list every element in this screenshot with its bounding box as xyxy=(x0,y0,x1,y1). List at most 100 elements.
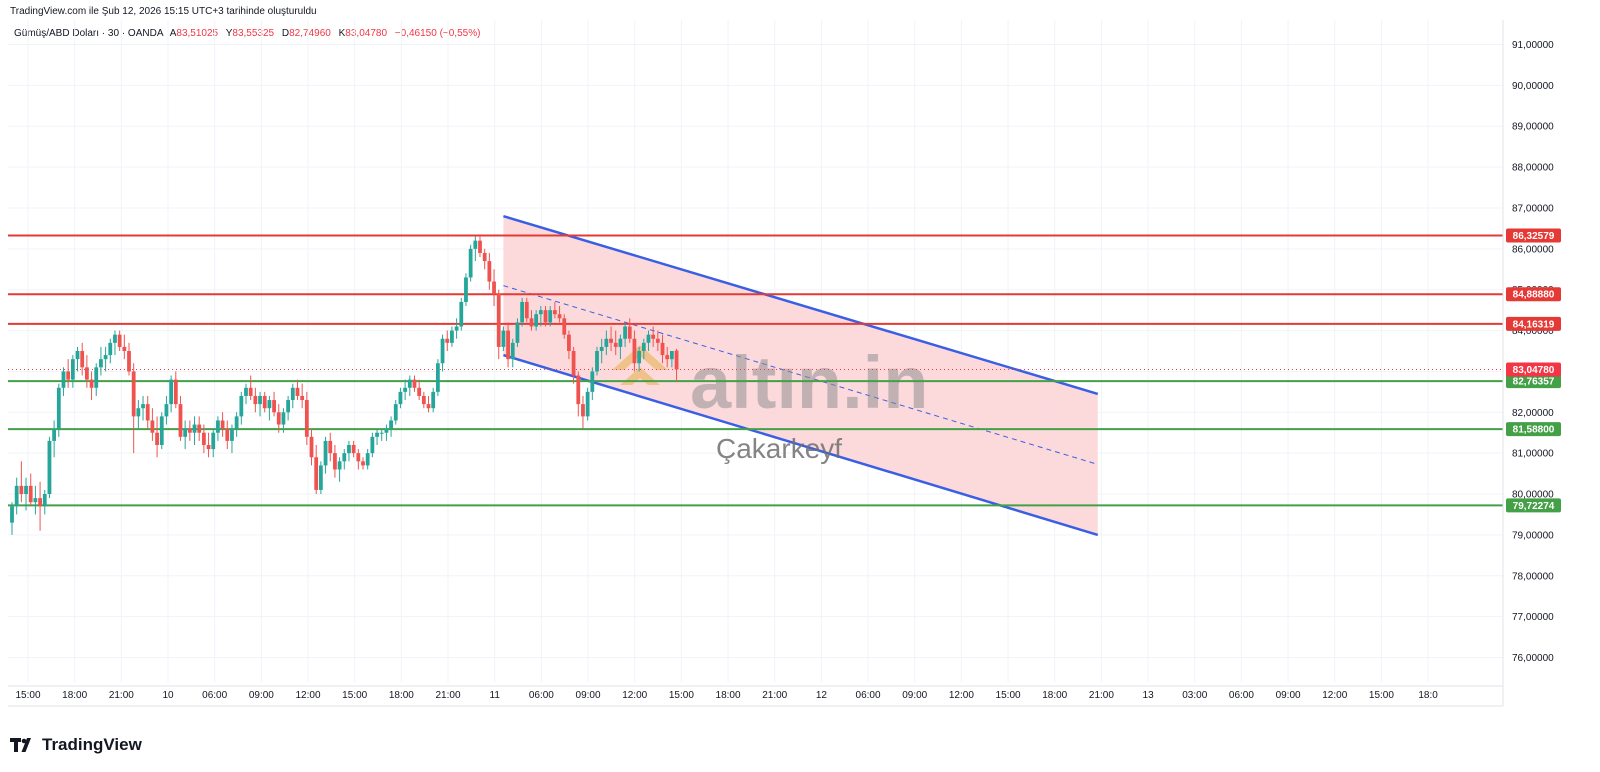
candle xyxy=(557,306,562,323)
candle xyxy=(421,391,426,409)
candle-body xyxy=(211,432,216,450)
candle-body xyxy=(501,330,506,347)
price-tags: 86,32579 84,88880 84,16319 82,76357 81,58800… xyxy=(1506,228,1561,513)
candle xyxy=(113,330,117,356)
candle-body xyxy=(347,444,351,454)
candle-body xyxy=(314,457,319,490)
candle-body xyxy=(117,334,122,347)
candle xyxy=(66,359,71,388)
y-tick-label: 91,00000 xyxy=(1512,40,1554,51)
x-tick-label: 21:00 xyxy=(1089,690,1114,701)
candle xyxy=(258,391,262,417)
candle-body xyxy=(155,432,159,445)
candle xyxy=(150,408,155,441)
candle xyxy=(496,289,501,360)
candle-body xyxy=(61,371,66,388)
candle xyxy=(192,416,197,445)
candle-body xyxy=(393,404,398,421)
candle-body xyxy=(230,428,234,441)
resistance-tag-label: 86,32579 xyxy=(1513,231,1555,242)
candle xyxy=(487,252,492,290)
candle xyxy=(534,310,539,331)
candle xyxy=(501,326,506,351)
candle-body xyxy=(328,440,333,454)
candle xyxy=(581,395,585,429)
candle xyxy=(309,428,314,466)
current-price-tag-label: 83,04780 xyxy=(1513,365,1555,376)
candle xyxy=(295,379,300,401)
support-tag-label: 81,58800 xyxy=(1513,425,1555,436)
candle xyxy=(220,412,225,437)
candle xyxy=(351,440,356,458)
y-tick-label: 78,00000 xyxy=(1512,571,1554,582)
tradingview-logo[interactable]: TradingView xyxy=(10,735,142,755)
candle xyxy=(665,346,670,368)
candle xyxy=(641,338,646,360)
candle-body xyxy=(183,428,188,437)
candle xyxy=(492,269,496,307)
candle-body xyxy=(201,432,206,445)
candle xyxy=(281,408,286,433)
x-tick-label: 06:00 xyxy=(529,690,554,701)
x-tick-label: 09:00 xyxy=(249,690,274,701)
watermark: altın.in Çakarkeyf xyxy=(612,341,928,464)
candle xyxy=(398,387,403,409)
candle-body xyxy=(89,379,94,388)
candle-body xyxy=(234,416,239,429)
candle-body xyxy=(122,346,127,351)
candle-body xyxy=(431,391,436,409)
candle-body xyxy=(646,334,651,343)
y-tick-label: 79,00000 xyxy=(1512,530,1554,541)
candles xyxy=(10,236,679,535)
x-tick-label: 12 xyxy=(816,690,828,701)
candle-body xyxy=(248,387,253,396)
candle-body xyxy=(33,498,38,503)
candle xyxy=(440,334,445,372)
candle xyxy=(267,395,272,421)
watermark-author: Çakarkeyf xyxy=(716,433,842,464)
candle xyxy=(94,363,99,396)
candle xyxy=(24,477,28,511)
candle xyxy=(318,461,323,495)
x-tick-label: 09:00 xyxy=(1276,690,1301,701)
candle xyxy=(169,375,174,413)
candle xyxy=(28,473,33,507)
candle-body xyxy=(576,375,581,405)
candle xyxy=(262,391,267,413)
candle-body xyxy=(464,277,468,302)
y-tick-label: 87,00000 xyxy=(1512,203,1554,214)
support-tag-bg xyxy=(1506,374,1561,389)
candle-body xyxy=(468,248,473,278)
candle-body xyxy=(103,355,108,360)
resistance-tag-bg xyxy=(1506,316,1561,331)
candle xyxy=(131,363,136,454)
candle xyxy=(206,432,211,458)
candle xyxy=(333,444,337,478)
axes: 76,00000 77,00000 78,00000 79,00000 80,00000… xyxy=(8,20,1554,707)
candle xyxy=(515,318,520,347)
candle-body xyxy=(548,310,553,323)
candle xyxy=(567,330,571,360)
x-tick-label: 09:00 xyxy=(902,690,927,701)
candle xyxy=(403,379,408,401)
resistance-tag-bg xyxy=(1506,287,1561,302)
candle xyxy=(61,367,66,396)
candle xyxy=(576,371,581,417)
candle-body xyxy=(609,338,613,343)
horizontal-levels xyxy=(8,234,1503,507)
candle xyxy=(122,334,127,360)
candle-body xyxy=(627,326,632,339)
current-price-tag: 83,04780 xyxy=(1506,362,1561,377)
open-label: A xyxy=(169,28,177,39)
candle xyxy=(99,346,103,376)
candle-body xyxy=(379,432,384,434)
candle-body xyxy=(206,444,211,450)
candle xyxy=(52,420,57,458)
candle xyxy=(33,485,38,515)
candle-body xyxy=(286,400,291,413)
candle-body xyxy=(99,359,103,368)
candle-body xyxy=(562,318,567,335)
candle-body xyxy=(276,412,281,425)
candle-body xyxy=(585,391,590,417)
